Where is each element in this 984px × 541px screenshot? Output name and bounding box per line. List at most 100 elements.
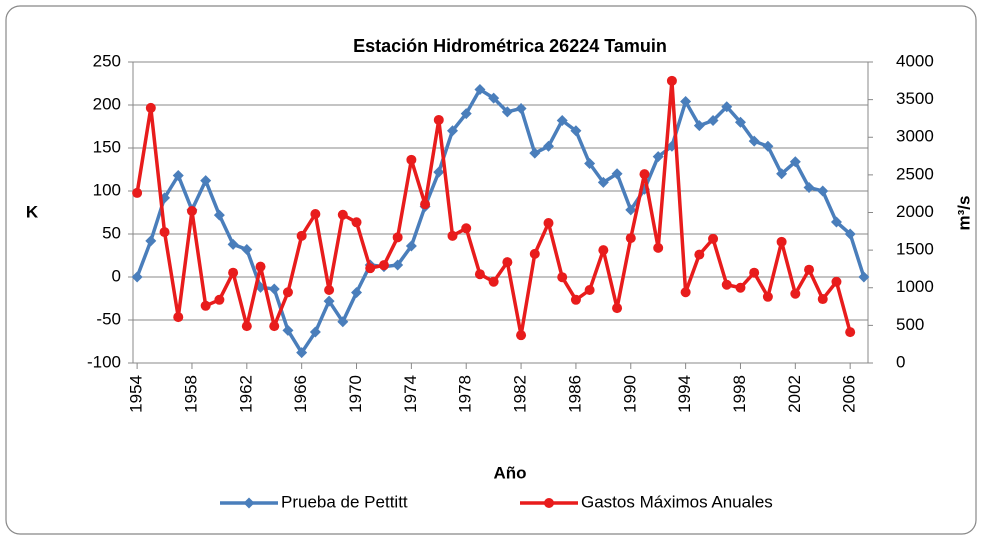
y2-axis-title: m³/s xyxy=(954,196,973,231)
point xyxy=(817,185,829,197)
point xyxy=(652,151,664,163)
point xyxy=(186,205,197,216)
point xyxy=(748,135,760,147)
point xyxy=(323,295,335,307)
point xyxy=(406,154,417,165)
point xyxy=(817,294,828,305)
point xyxy=(392,259,404,271)
y2-tick-label: 1500 xyxy=(896,240,934,259)
point xyxy=(501,106,513,118)
point xyxy=(598,245,609,256)
point xyxy=(405,240,417,252)
point xyxy=(625,204,637,216)
y-tick-label: 100 xyxy=(93,180,121,199)
legend-marker xyxy=(243,497,255,509)
x-axis-title: Año xyxy=(493,463,526,482)
point xyxy=(680,287,691,298)
point xyxy=(516,330,527,341)
x-tick-label: 1974 xyxy=(401,375,420,413)
point xyxy=(296,230,307,241)
point xyxy=(433,166,445,178)
y2-tick-label: 1000 xyxy=(896,277,934,296)
x-tick-label: 1998 xyxy=(730,375,749,413)
point xyxy=(145,102,156,113)
point xyxy=(365,263,376,274)
point xyxy=(570,294,581,305)
point xyxy=(515,102,527,114)
point xyxy=(570,125,582,137)
point xyxy=(474,269,485,280)
point xyxy=(172,170,184,182)
point xyxy=(831,276,842,287)
point xyxy=(858,271,870,283)
point xyxy=(200,300,211,311)
point xyxy=(488,276,499,287)
legend-label: Prueba de Pettitt xyxy=(281,492,408,511)
point xyxy=(228,267,239,278)
point xyxy=(830,216,842,228)
point xyxy=(255,261,266,272)
point xyxy=(145,235,157,247)
point xyxy=(132,187,143,198)
x-tick-label: 1966 xyxy=(291,375,310,413)
point xyxy=(227,238,239,250)
point xyxy=(680,96,692,108)
point xyxy=(612,303,623,314)
point xyxy=(666,75,677,86)
point xyxy=(159,227,170,238)
point xyxy=(268,283,280,295)
point xyxy=(845,327,856,338)
y-tick-label: 250 xyxy=(93,51,121,70)
point xyxy=(461,223,472,234)
x-tick-label: 1954 xyxy=(127,375,146,413)
point xyxy=(282,324,294,336)
point xyxy=(542,140,554,152)
y2-tick-label: 500 xyxy=(896,315,924,334)
y2-tick-label: 3500 xyxy=(896,89,934,108)
x-tick-label: 1958 xyxy=(181,375,200,413)
point xyxy=(804,264,815,275)
point xyxy=(309,326,321,338)
point xyxy=(447,230,458,241)
point xyxy=(557,272,568,283)
chart-title: Estación Hidrométrica 26224 Tamuin xyxy=(353,36,667,56)
x-tick-label: 2006 xyxy=(840,375,859,413)
point xyxy=(693,120,705,132)
point xyxy=(584,285,595,296)
point xyxy=(213,209,225,221)
point xyxy=(625,233,636,244)
y-tick-label: 50 xyxy=(102,223,121,242)
point xyxy=(420,199,431,210)
point xyxy=(694,249,705,260)
chart-border xyxy=(5,5,977,535)
y2-tick-label: 2500 xyxy=(896,164,934,183)
point xyxy=(844,228,856,240)
point xyxy=(584,157,596,169)
x-tick-label: 1962 xyxy=(236,375,255,413)
point xyxy=(378,260,389,271)
point xyxy=(433,114,444,125)
point xyxy=(351,286,363,298)
point xyxy=(776,236,787,247)
point xyxy=(337,316,349,328)
point xyxy=(749,267,760,278)
x-tick-label: 1990 xyxy=(620,375,639,413)
point xyxy=(790,288,801,299)
point xyxy=(721,279,732,290)
x-tick-label: 1986 xyxy=(565,375,584,413)
point xyxy=(762,291,773,302)
x-tick-label: 1970 xyxy=(346,375,365,413)
y-axis-title: K xyxy=(26,202,39,221)
x-tick-label: 2002 xyxy=(785,375,804,413)
plot-area xyxy=(132,61,869,364)
point xyxy=(392,232,403,243)
point xyxy=(241,243,253,255)
y2-tick-label: 4000 xyxy=(896,51,934,70)
x-tick-label: 1978 xyxy=(456,375,475,413)
point xyxy=(269,321,280,332)
point xyxy=(639,169,650,180)
y-tick-label: -100 xyxy=(87,352,121,371)
point xyxy=(735,282,746,293)
point xyxy=(337,209,348,220)
